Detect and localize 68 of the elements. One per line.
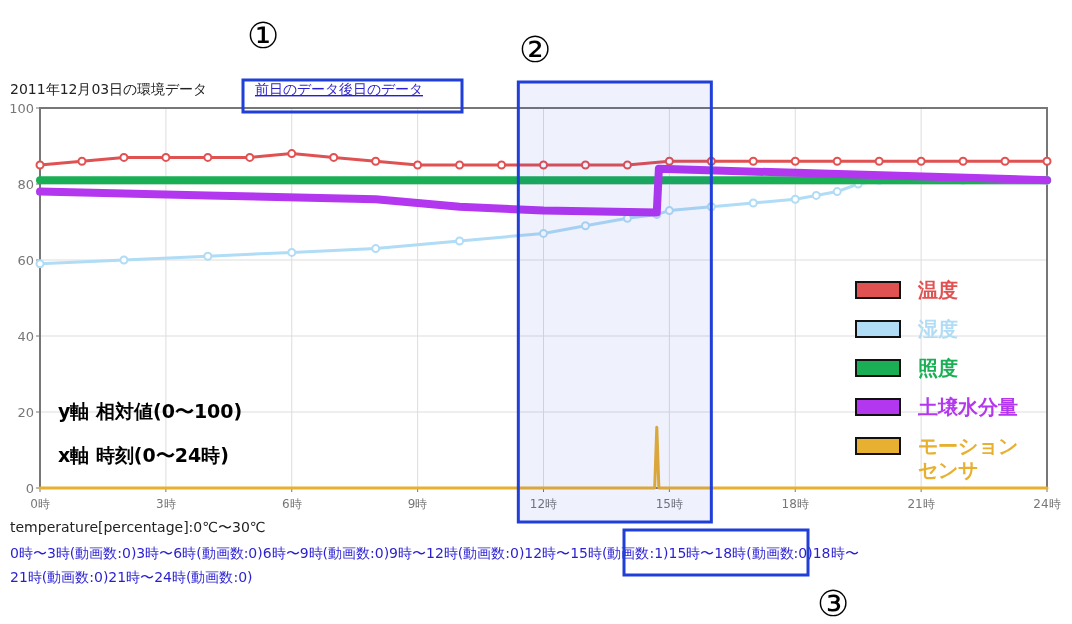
point [790,156,800,166]
point [455,236,465,246]
text: 21時(動画数:0)21時〜24時(動画数:0) [10,569,253,585]
point [1000,156,1010,166]
text: ③ [817,583,850,624]
point [580,160,590,170]
point [790,194,800,204]
y-tick-label: 20 [17,404,34,420]
point [245,152,255,162]
chart-title: 2011年12月03日の環境データ [10,81,208,97]
point [203,251,213,261]
legend-label: 土壌水分量 [917,395,1018,419]
y-tick-label: 80 [17,176,34,192]
text: ② [519,29,552,70]
point [35,259,45,269]
annotation: x軸 時刻(0〜24時) [58,444,229,466]
x-tick-label: 12時 [529,497,558,511]
y-tick-label: 0 [25,480,34,496]
legend-label: 湿度 [917,317,958,341]
x-tick-label: 9時 [407,497,428,511]
point [287,247,297,257]
y-tick-label: 60 [17,252,34,268]
legend-label: 照度 [918,356,958,380]
legend-label: 温度 [917,278,958,302]
point [413,160,423,170]
x-tick-label: 6時 [281,497,302,511]
point [119,152,129,162]
point [203,152,213,162]
point [664,206,674,216]
point [161,152,171,162]
point [539,228,548,238]
legend-label: モーションセンサ [918,434,1018,482]
point [748,156,758,166]
text: temperature[percentage]:0℃〜30℃ [10,519,266,535]
point [539,160,548,170]
point [287,149,297,159]
point [664,156,674,166]
y-tick-label: 100 [9,100,34,116]
point [874,156,884,166]
point [455,160,465,170]
point [77,156,87,166]
text: ① [247,15,280,56]
point [706,156,716,166]
point [811,190,821,200]
x-tick-label: 3時 [156,497,176,511]
text: 前日のデータ後日のデータ [255,81,423,97]
point [371,156,381,166]
point [329,152,339,162]
point [706,202,716,212]
point [622,160,632,170]
x-tick-label: 15時 [655,497,684,511]
point [832,156,842,166]
point [119,255,129,265]
x-tick-label: 21時 [907,497,935,511]
annotation: y軸 相対値(0〜100) [58,400,243,422]
point [832,187,842,197]
y-tick-label: 40 [17,328,34,344]
point [748,198,758,208]
x-tick-label: 18時 [781,497,809,511]
point [1042,156,1052,166]
point [497,160,507,170]
point [916,156,926,166]
point [371,244,381,254]
point [958,156,968,166]
x-tick-label: 24時 [1033,497,1061,511]
point [35,160,45,170]
x-tick-label: 0時 [30,497,50,511]
point [580,221,590,231]
